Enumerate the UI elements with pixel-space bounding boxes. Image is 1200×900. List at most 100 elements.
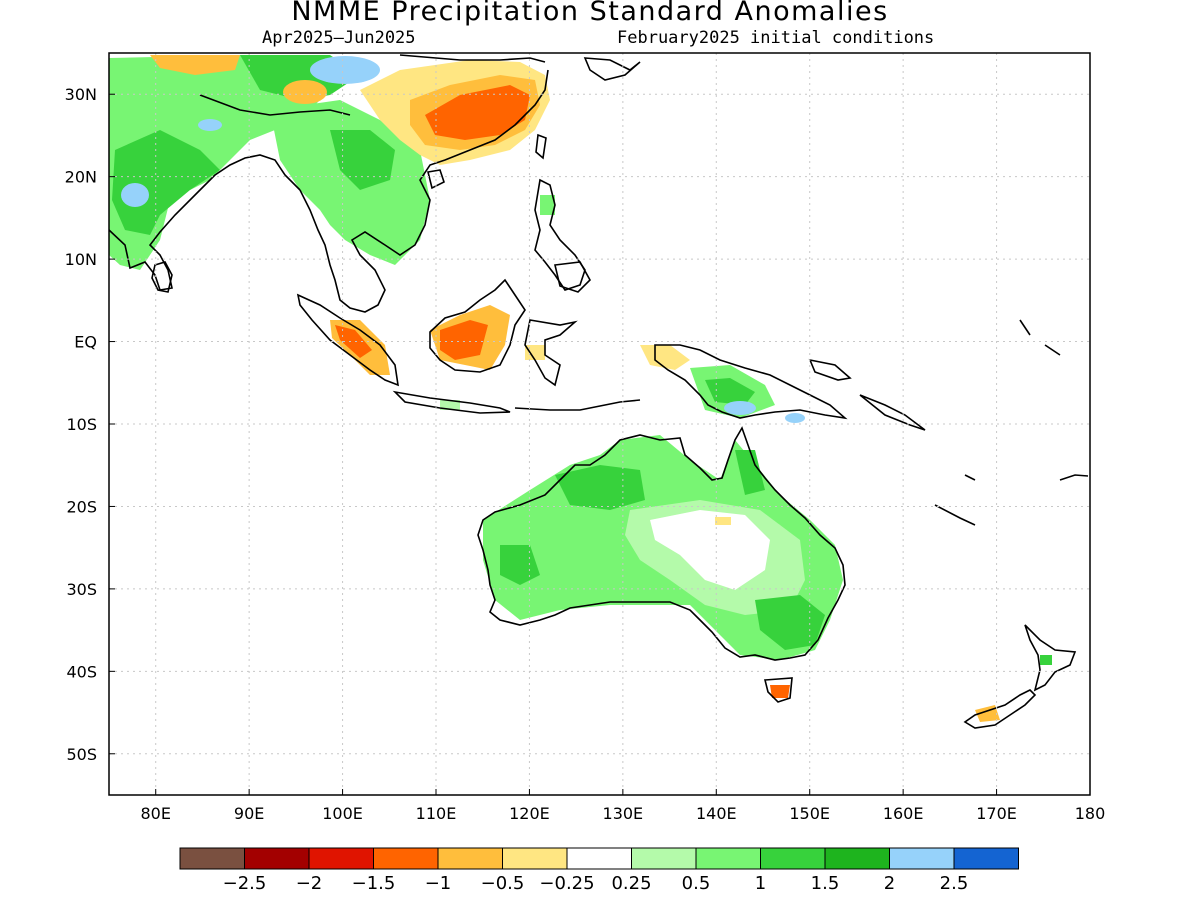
png-strong-wet	[705, 378, 755, 405]
colorbar-swatch	[308, 847, 374, 870]
graticule	[109, 53, 1090, 795]
australia-centre-neutral	[650, 510, 770, 590]
northwest-dry-anomaly	[150, 55, 240, 75]
lon-tick-label: 160E	[883, 804, 924, 823]
colorbar-label: 0.25	[611, 873, 651, 894]
china-coast-north	[399, 54, 546, 63]
colorbar-swatch	[437, 847, 503, 870]
india-strong-wet-anomaly	[112, 130, 220, 235]
hainan-coast	[427, 169, 445, 190]
anomaly-fields	[109, 55, 1052, 722]
colorbar-swatch	[953, 847, 1019, 870]
png-dry-anomaly	[640, 345, 690, 370]
lon-tick-label: 180	[1075, 804, 1106, 823]
colorbar-label: −1	[425, 873, 452, 894]
tasmania-dry-anomaly	[770, 685, 790, 698]
lon-tick-label: 130E	[603, 804, 644, 823]
java-coast	[392, 390, 511, 414]
colorbar-swatch	[695, 847, 761, 870]
lat-tick-label: 20N	[65, 168, 97, 187]
sulawesi-coast	[524, 319, 578, 387]
colorbar-swatch	[566, 847, 632, 870]
lon-tick-label: 90E	[234, 804, 264, 823]
lat-tick-label: 30S	[66, 580, 97, 599]
australia-se-strong-wet	[755, 595, 825, 650]
colorbar-label: 2.5	[940, 873, 969, 894]
australia-coast	[477, 426, 846, 661]
colorbar-swatch	[502, 847, 568, 870]
colorbar-swatch	[631, 847, 697, 870]
colorbar: −2.5 −2 −1.5 −1 −0.5 −0.25 0.25 0.5 1 1.5 2 2.5	[179, 847, 1019, 894]
sumatra-coast	[296, 293, 399, 387]
nz-north-island	[1024, 624, 1077, 692]
colorbar-label: 0.5	[682, 873, 711, 894]
colorbar-swatch	[824, 847, 890, 870]
coastlines	[109, 54, 1089, 729]
blue-patch-3	[198, 119, 222, 131]
colorbar-label: −0.5	[481, 873, 525, 894]
lon-tick-label: 100E	[322, 804, 363, 823]
colorbar-swatch	[760, 847, 826, 870]
lon-tick-label: 120E	[509, 804, 550, 823]
lon-tick-label: 140E	[696, 804, 737, 823]
indochina-wet-anomaly	[270, 100, 430, 265]
colorbar-label: −2	[296, 873, 323, 894]
lat-tick-label: 40S	[66, 662, 97, 681]
png-blue-patch	[724, 401, 756, 415]
lat-tick-label: 10S	[66, 415, 97, 434]
myanmar-thai-coast	[299, 69, 549, 313]
lat-tick-label: 20S	[66, 497, 97, 516]
japan-islands-coast	[583, 57, 641, 81]
cape-york-strong-wet	[735, 450, 765, 495]
map-frame	[108, 52, 1091, 796]
lat-tick-label: 30N	[65, 85, 97, 104]
lat-tick-label: 10N	[65, 250, 97, 269]
axes: 80E 90E 100E 110E 120E 130E 140E 150E 160E 170E 18…	[65, 85, 1106, 823]
nz-south-island	[963, 689, 1037, 729]
initial-conditions: February2025 initial conditions	[617, 28, 935, 48]
colorbar-swatch	[889, 847, 955, 870]
ph-wet-anomaly	[540, 195, 555, 215]
lat-tick-label: 50S	[66, 745, 97, 764]
australia-west-strong-wet	[500, 545, 540, 585]
colorbar-label: 1	[755, 873, 766, 894]
indochina-strong-wet-anomaly	[330, 130, 395, 190]
sumatra-strong-dry	[335, 325, 372, 358]
png-blue-patch-2	[785, 413, 805, 423]
india-coast	[109, 154, 301, 291]
tasmania-coast	[763, 677, 793, 703]
south-china-strong-dry	[425, 85, 530, 140]
taiwan-coast	[535, 133, 547, 160]
colorbar-swatch	[244, 847, 310, 870]
new-guinea-coast	[654, 344, 848, 420]
png-islands	[808, 358, 926, 431]
colorbar-label: 2	[884, 873, 895, 894]
blue-patch-1	[310, 56, 380, 84]
colorbar-label: −0.25	[539, 873, 594, 894]
forecast-period: Apr2025–Jun2025	[262, 28, 416, 48]
lesser-sunda-coast	[514, 399, 641, 411]
tibet-dry-patch	[283, 80, 327, 104]
australia-dry-spot	[715, 517, 731, 525]
lon-tick-label: 110E	[416, 804, 457, 823]
borneo-strong-dry	[440, 320, 488, 360]
mindanao-coast	[554, 261, 591, 293]
lon-tick-label: 150E	[789, 804, 830, 823]
himalaya-border	[199, 94, 351, 116]
nz-wet-anomaly	[1040, 655, 1052, 665]
colorbar-swatch	[373, 847, 439, 870]
philippines-coast	[534, 178, 586, 291]
colorbar-label: −2.5	[223, 873, 267, 894]
sri-lanka-coast	[151, 261, 173, 293]
borneo-coast	[429, 278, 526, 373]
blue-patch-2	[121, 183, 149, 207]
colorbar-swatch	[179, 847, 245, 870]
lat-tick-label: EQ	[74, 333, 97, 352]
lon-tick-label: 80E	[140, 804, 170, 823]
map-title: NMME Precipitation Standard Anomalies	[291, 0, 889, 27]
lon-tick-label: 170E	[976, 804, 1017, 823]
sulawesi-dry-anomaly	[525, 345, 545, 360]
colorbar-label: −1.5	[352, 873, 396, 894]
colorbar-label: 1.5	[811, 873, 840, 894]
